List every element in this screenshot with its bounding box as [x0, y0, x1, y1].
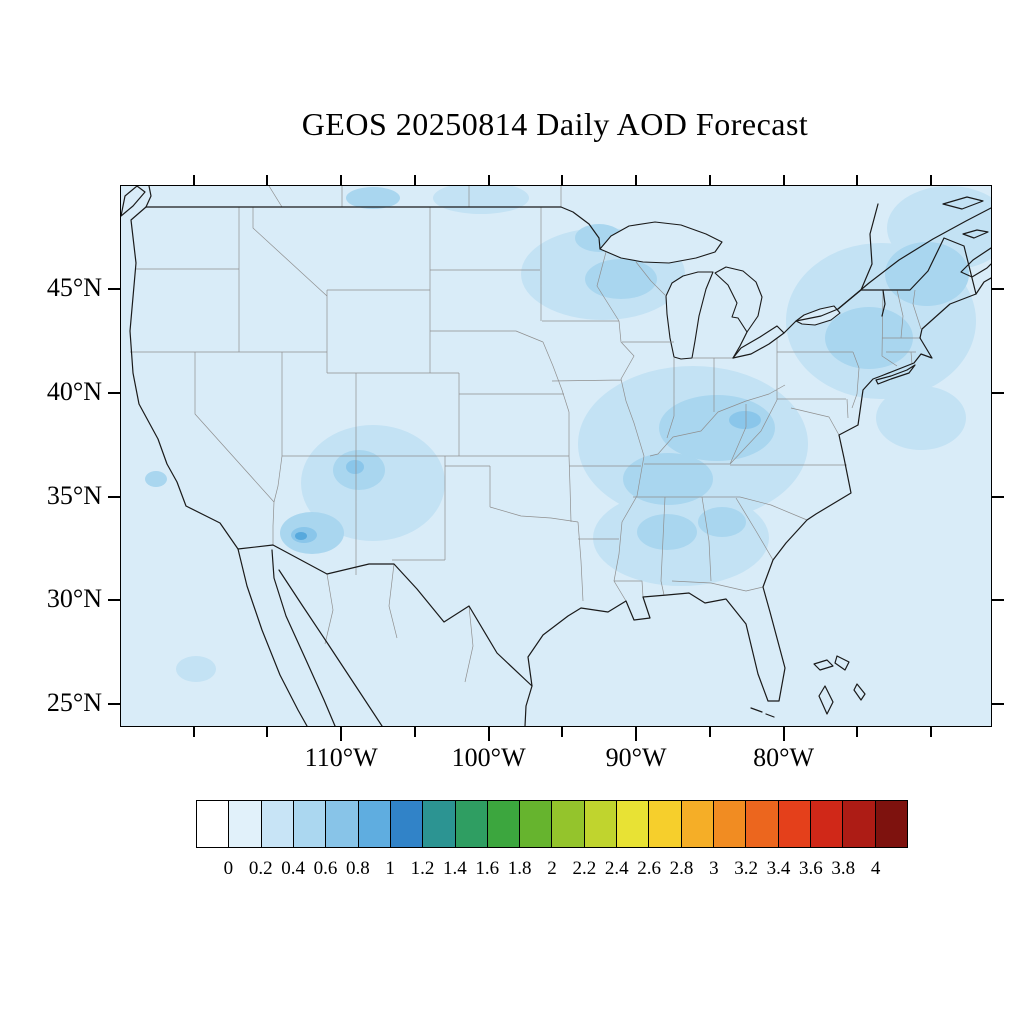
state-borders [130, 186, 922, 683]
colorbar-tick-label: 2.2 [572, 858, 597, 879]
colorbar-cell [778, 801, 811, 847]
lon-tick [487, 175, 490, 185]
lon-tick-label: 80°W [753, 743, 815, 772]
aod-field [145, 186, 991, 682]
map-panel [120, 185, 992, 727]
lon-tick-major [635, 727, 638, 741]
colorbar-cell [649, 801, 682, 847]
colorbar-cell [261, 801, 294, 847]
colorbar-cell [810, 801, 844, 847]
lat-tick [992, 495, 1004, 498]
lon-tick [561, 175, 564, 185]
lon-tick-label: 90°W [605, 743, 667, 772]
colorbar-tick-label: 2.4 [604, 858, 629, 879]
colorbar-tick-label: 3 [709, 858, 719, 879]
colorbar-cell [326, 801, 359, 847]
colorbar-cell [520, 801, 553, 847]
colorbar-cell [293, 801, 327, 847]
lat-tick-label: 25°N [46, 688, 102, 718]
lon-tick [782, 175, 785, 185]
colorbar-cell [455, 801, 488, 847]
colorbar-tick-label: 0.4 [281, 858, 305, 879]
lon-tick [708, 175, 711, 185]
lon-tick [266, 727, 269, 737]
lon-tick [856, 175, 859, 185]
colorbar-cell [746, 801, 779, 847]
us-map-svg [121, 186, 991, 726]
colorbar-cell [617, 801, 650, 847]
colorbar-cell [843, 801, 876, 847]
colorbar-tick-label: 1.2 [410, 858, 435, 879]
colorbar-tick-label: 1.8 [507, 858, 532, 879]
lon-tick-label: 100°W [451, 743, 526, 772]
lon-tick-label: 110°W [304, 743, 378, 772]
colorbar-tick-label: 3.2 [734, 858, 759, 879]
lon-tick [930, 175, 933, 185]
colorbar-cell [681, 801, 714, 847]
colorbar-tick-label: 4 [870, 858, 881, 879]
lon-tick [708, 727, 711, 737]
coastline [121, 186, 991, 726]
lat-tick-label: 35°N [46, 480, 102, 510]
lon-tick-major [782, 727, 785, 741]
colorbar-tick-label: 3.6 [799, 858, 823, 879]
lat-tick [108, 495, 120, 498]
colorbar-tick-label: 0.2 [248, 858, 273, 879]
lon-tick [413, 175, 416, 185]
colorbar-cell [423, 801, 456, 847]
colorbar-tick-label: 1 [385, 858, 395, 879]
lon-tick [192, 175, 195, 185]
colorbar-cell [552, 801, 585, 847]
colorbar-cell [487, 801, 521, 847]
plot-title: GEOS 20250814 Daily AOD Forecast [301, 106, 809, 142]
great-lakes [599, 221, 841, 360]
lon-tick [413, 727, 416, 737]
lon-tick [635, 175, 638, 185]
lat-tick [108, 391, 120, 394]
colorbar-tick-label: 2 [547, 858, 557, 879]
lat-tick-label: 30°N [46, 584, 102, 614]
colorbar [196, 800, 908, 848]
lon-tick [192, 727, 195, 737]
lat-tick [992, 391, 1004, 394]
colorbar-cell [390, 801, 424, 847]
lon-tick [930, 727, 933, 737]
lat-tick [992, 287, 1004, 290]
colorbar-tick-label: 3.4 [766, 858, 791, 879]
colorbar-tick-label: 3.8 [831, 858, 856, 879]
colorbar-cell [875, 801, 907, 847]
lat-tick [992, 703, 1004, 706]
lat-tick [108, 599, 120, 602]
lon-tick [266, 175, 269, 185]
lon-tick [856, 727, 859, 737]
colorbar-cell [714, 801, 747, 847]
lat-tick-label: 40°N [46, 376, 102, 406]
colorbar-tick-label: 2.6 [637, 858, 661, 879]
lon-tick-major [340, 727, 343, 741]
colorbar-tick-label: 0 [223, 858, 234, 879]
colorbar-tick-label: 2.8 [669, 858, 694, 879]
colorbar-tick-label: 1.4 [443, 858, 467, 879]
lat-tick-label: 45°N [46, 272, 102, 302]
colorbar-cell [358, 801, 391, 847]
lon-tick [340, 175, 343, 185]
colorbar-cell [229, 801, 262, 847]
lon-tick-major [487, 727, 490, 741]
colorbar-cell [584, 801, 618, 847]
lat-tick [108, 703, 120, 706]
colorbar-tick-label: 0.8 [345, 858, 370, 879]
colorbar-tick-label: 1.6 [475, 858, 500, 879]
colorbar-cell [197, 801, 230, 847]
lat-tick [108, 287, 120, 290]
lon-tick [561, 727, 564, 737]
lat-tick [992, 599, 1004, 602]
colorbar-tick-label: 0.6 [313, 858, 338, 879]
